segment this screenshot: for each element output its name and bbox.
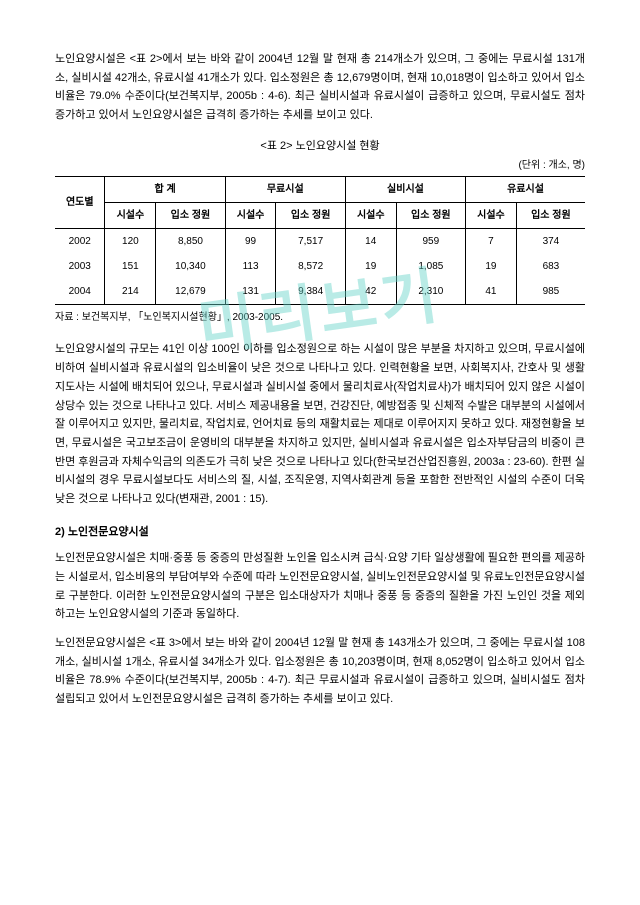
facility-table: 연도별 합 계 무료시설 실비시설 유료시설 시설수 입소 정원 시설수 입소 … <box>55 176 585 305</box>
group-free: 무료시설 <box>225 177 345 203</box>
subcol: 입소 정원 <box>516 203 585 229</box>
table-source: 자료 : 보건복지부, 「노인복지시설현황」, 2003-2005. <box>55 309 585 326</box>
cell: 131 <box>225 279 276 305</box>
paragraph-2: 노인요양시설의 규모는 41인 이상 100인 이하를 입소정원으로 하는 시설… <box>55 340 585 508</box>
cell: 683 <box>516 254 585 279</box>
paragraph-3: 노인전문요양시설은 치매·중풍 등 중증의 만성질환 노인을 입소시켜 급식·요… <box>55 549 585 624</box>
table-title: <표 2> 노인요양시설 현황 <box>55 137 585 156</box>
table-row: 2004 214 12,679 131 9,384 42 2,310 41 98… <box>55 279 585 305</box>
cell: 8,850 <box>156 229 225 255</box>
cell: 99 <box>225 229 276 255</box>
subcol: 입소 정원 <box>156 203 225 229</box>
table-unit: (단위 : 개소, 명) <box>55 157 585 174</box>
subcol: 입소 정원 <box>276 203 345 229</box>
cell: 214 <box>105 279 156 305</box>
cell: 1,085 <box>396 254 465 279</box>
cell: 374 <box>516 229 585 255</box>
cell: 113 <box>225 254 276 279</box>
cell: 2003 <box>55 254 105 279</box>
subcol: 시설수 <box>466 203 517 229</box>
cell: 120 <box>105 229 156 255</box>
cell: 19 <box>466 254 517 279</box>
cell: 12,679 <box>156 279 225 305</box>
subcol: 시설수 <box>345 203 396 229</box>
cell: 7,517 <box>276 229 345 255</box>
paragraph-4: 노인전문요양시설은 <표 3>에서 보는 바와 같이 2004년 12월 말 현… <box>55 634 585 709</box>
group-cost: 실비시설 <box>345 177 465 203</box>
cell: 151 <box>105 254 156 279</box>
subcol: 시설수 <box>105 203 156 229</box>
table-row: 2003 151 10,340 113 8,572 19 1,085 19 68… <box>55 254 585 279</box>
section-2-heading: 2) 노인전문요양시설 <box>55 523 585 542</box>
col-year-head: 연도별 <box>55 177 105 229</box>
cell: 2002 <box>55 229 105 255</box>
group-paid: 유료시설 <box>466 177 585 203</box>
subcol: 입소 정원 <box>396 203 465 229</box>
cell: 9,384 <box>276 279 345 305</box>
cell: 959 <box>396 229 465 255</box>
cell: 41 <box>466 279 517 305</box>
cell: 10,340 <box>156 254 225 279</box>
table-row: 2002 120 8,850 99 7,517 14 959 7 374 <box>55 229 585 255</box>
cell: 14 <box>345 229 396 255</box>
cell: 2,310 <box>396 279 465 305</box>
cell: 8,572 <box>276 254 345 279</box>
cell: 19 <box>345 254 396 279</box>
cell: 7 <box>466 229 517 255</box>
subcol: 시설수 <box>225 203 276 229</box>
cell: 2004 <box>55 279 105 305</box>
cell: 985 <box>516 279 585 305</box>
group-total: 합 계 <box>105 177 225 203</box>
paragraph-1: 노인요양시설은 <표 2>에서 보는 바와 같이 2004년 12월 말 현재 … <box>55 50 585 125</box>
cell: 42 <box>345 279 396 305</box>
